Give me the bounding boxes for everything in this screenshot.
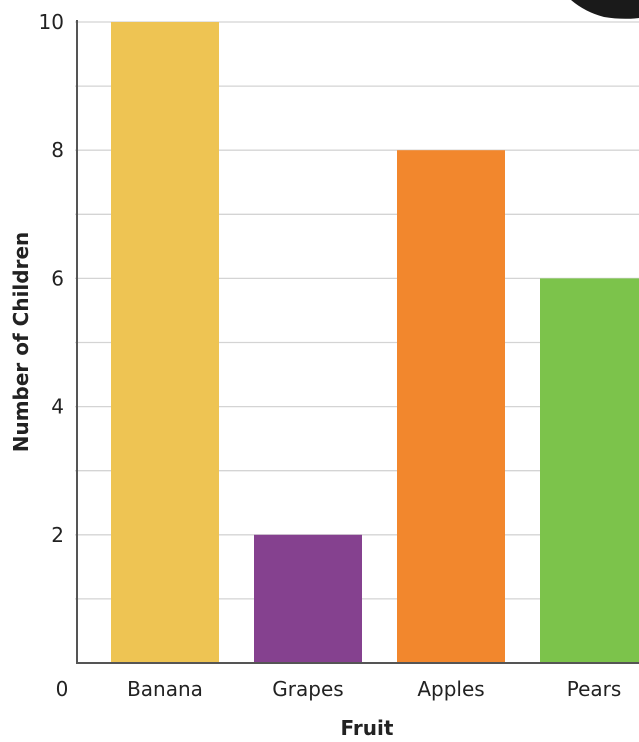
corner-badge-icon [571,0,639,19]
y-axis-title: Number of Children [9,232,33,453]
y-tick-label: 4 [51,395,64,419]
y-tick-label: 6 [51,266,64,290]
category-label-apples: Apples [417,677,484,701]
bars [111,22,639,663]
category-label-grapes: Grapes [272,677,343,701]
bar-grapes [254,534,362,663]
tick-labels: 0 2 4 6 8 10 [39,10,69,701]
y-tick-label: 2 [51,523,64,547]
bar-apples [397,150,505,663]
bar-pears [540,278,639,663]
x-axis-title: Fruit [341,716,394,740]
axes [76,20,639,664]
y-tick-label: 10 [39,10,64,34]
category-label-banana: Banana [127,677,203,701]
category-labels: Banana Grapes Apples Pears [127,677,621,701]
bar-banana [111,22,219,663]
y-tick-label: 8 [51,138,64,162]
category-label-pears: Pears [567,677,622,701]
origin-label: 0 [56,677,69,701]
